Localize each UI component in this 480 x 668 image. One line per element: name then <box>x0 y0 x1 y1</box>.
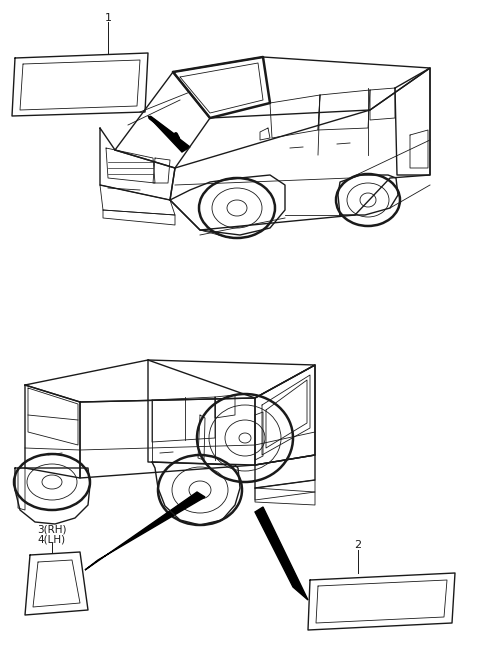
Polygon shape <box>148 116 190 152</box>
Text: 1: 1 <box>105 13 111 23</box>
Polygon shape <box>255 507 308 600</box>
Text: 3(RH): 3(RH) <box>37 525 67 535</box>
Text: 2: 2 <box>354 540 361 550</box>
Polygon shape <box>85 492 205 570</box>
Text: 4(LH): 4(LH) <box>38 535 66 545</box>
